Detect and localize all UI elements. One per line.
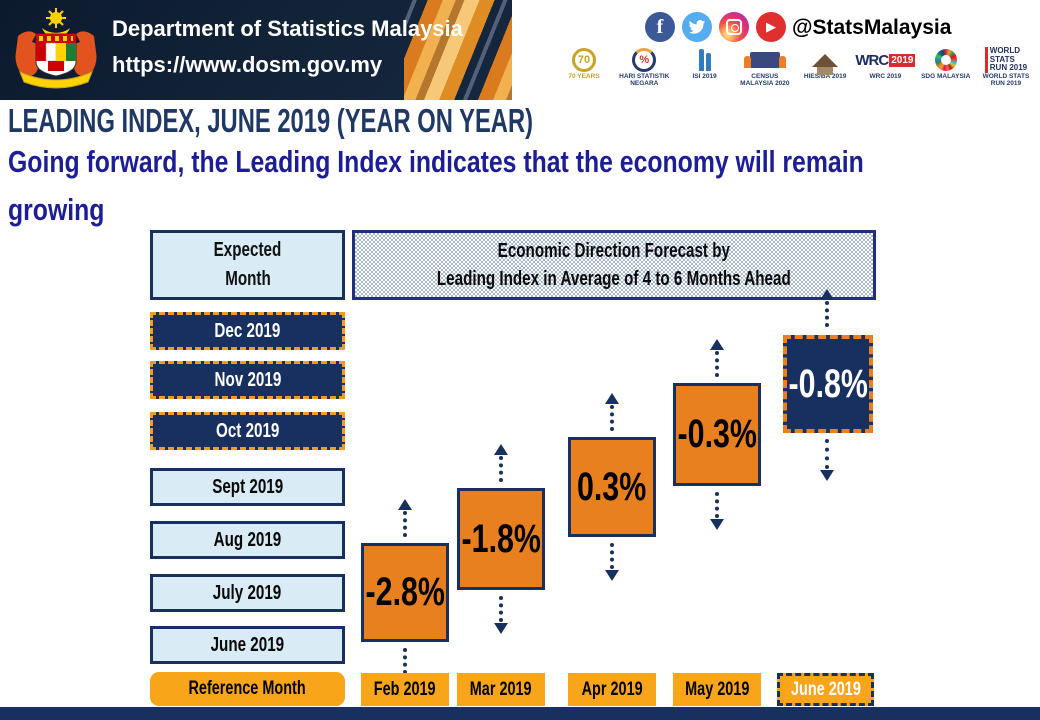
runner-wordmark-icon: WORLD STATS RUN 2019	[984, 47, 1027, 73]
chart-box-june-2019: -0.8%	[783, 335, 873, 433]
sdg-malaysia-logo: SDG MALAYSIA	[918, 48, 974, 80]
census-banner-icon	[743, 52, 786, 68]
chart-box-apr-2019: 0.3%	[568, 437, 656, 537]
wrc-wordmark-icon: WRC 2019	[855, 51, 916, 69]
expected-month-july-2019: July 2019	[150, 574, 345, 612]
expected-month-sept-2019: Sept 2019	[150, 468, 345, 506]
page-title: LEADING INDEX, JUNE 2019 (YEAR ON YEAR)	[8, 102, 534, 139]
seventy-years-icon: 70	[572, 48, 596, 72]
down-arrow-apr	[605, 543, 619, 581]
up-arrow-apr	[605, 393, 619, 431]
forecast-header: Economic Direction Forecast by Leading I…	[352, 230, 876, 300]
reference-month-may-2019: May 2019	[673, 673, 761, 706]
twitter-icon[interactable]	[682, 12, 712, 42]
expected-month-aug-2019: Aug 2019	[150, 521, 345, 559]
census-malaysia-2020-logo: CENSUS MALAYSIA 2020	[737, 48, 793, 87]
house-icon	[812, 53, 839, 75]
chart-box-may-2019: -0.3%	[673, 383, 761, 486]
up-arrow-june	[820, 289, 834, 327]
facebook-icon[interactable]: f	[645, 12, 675, 42]
agency-url-link[interactable]: https://www.dosm.gov.my	[112, 52, 383, 77]
hiesba-2019-logo: HIES/BA 2019	[797, 48, 853, 80]
reference-month-june-2019: June 2019	[777, 673, 874, 706]
instagram-icon[interactable]	[719, 12, 749, 42]
hari-statistik-negara-logo: % HARI STATISTIK NEGARA	[616, 48, 672, 87]
expected-month-nov-2019: Nov 2019	[150, 361, 345, 399]
world-stats-run-2019-logo: WORLD STATS RUN 2019 WORLD STATS RUN 2019	[982, 46, 1030, 88]
header-diagonal-stripes	[404, 0, 512, 100]
wrc-2019-logo: WRC 2019 WRC 2019	[855, 51, 916, 80]
twitter-bird-glyph	[688, 20, 706, 34]
agency-name: Department of Statistics Malaysia	[112, 16, 463, 41]
up-arrow-may	[710, 339, 724, 377]
percent-circle-icon: %	[632, 48, 657, 72]
expected-month-header: Expected Month	[150, 230, 345, 300]
page-subtitle-line1: Going forward, the Leading Index indicat…	[8, 144, 864, 179]
social-handle: @StatsMalaysia	[792, 16, 952, 39]
reference-month-header: Reference Month	[150, 672, 345, 706]
isi-wsc-2019-logo: ISI 2019	[677, 48, 733, 80]
up-arrow-mar	[494, 444, 508, 482]
youtube-icon[interactable]: ▶	[756, 12, 786, 42]
up-arrow-feb	[398, 499, 412, 537]
expected-month-dec-2019: Dec 2019	[150, 312, 345, 350]
down-arrow-mar	[494, 596, 508, 634]
sdg-wheel-icon	[934, 49, 957, 71]
expected-month-oct-2019: Oct 2019	[150, 412, 345, 450]
twin-towers-icon	[698, 49, 711, 71]
footer-bar	[0, 707, 1040, 720]
down-arrow-june	[820, 439, 834, 481]
reference-month-feb-2019: Feb 2019	[361, 673, 449, 706]
down-arrow-may	[710, 492, 724, 530]
instagram-camera-glyph	[726, 19, 742, 35]
down-arrow-feb	[398, 648, 412, 686]
expected-month-june-2019: June 2019	[150, 626, 345, 664]
chart-box-mar-2019: -1.8%	[457, 488, 545, 590]
malaysia-coat-of-arms-icon	[15, 8, 97, 89]
reference-month-apr-2019: Apr 2019	[568, 673, 656, 706]
page-subtitle-line2: growing	[8, 192, 105, 227]
dosm-70th-anniversary-logo: 70 70 YEARS	[556, 48, 612, 80]
partner-logos-row: 70 70 YEARS % HARI STATISTIK NEGARA ISI …	[556, 46, 1034, 96]
reference-month-mar-2019: Mar 2019	[457, 673, 545, 706]
chart-box-feb-2019: -2.8%	[361, 543, 449, 642]
